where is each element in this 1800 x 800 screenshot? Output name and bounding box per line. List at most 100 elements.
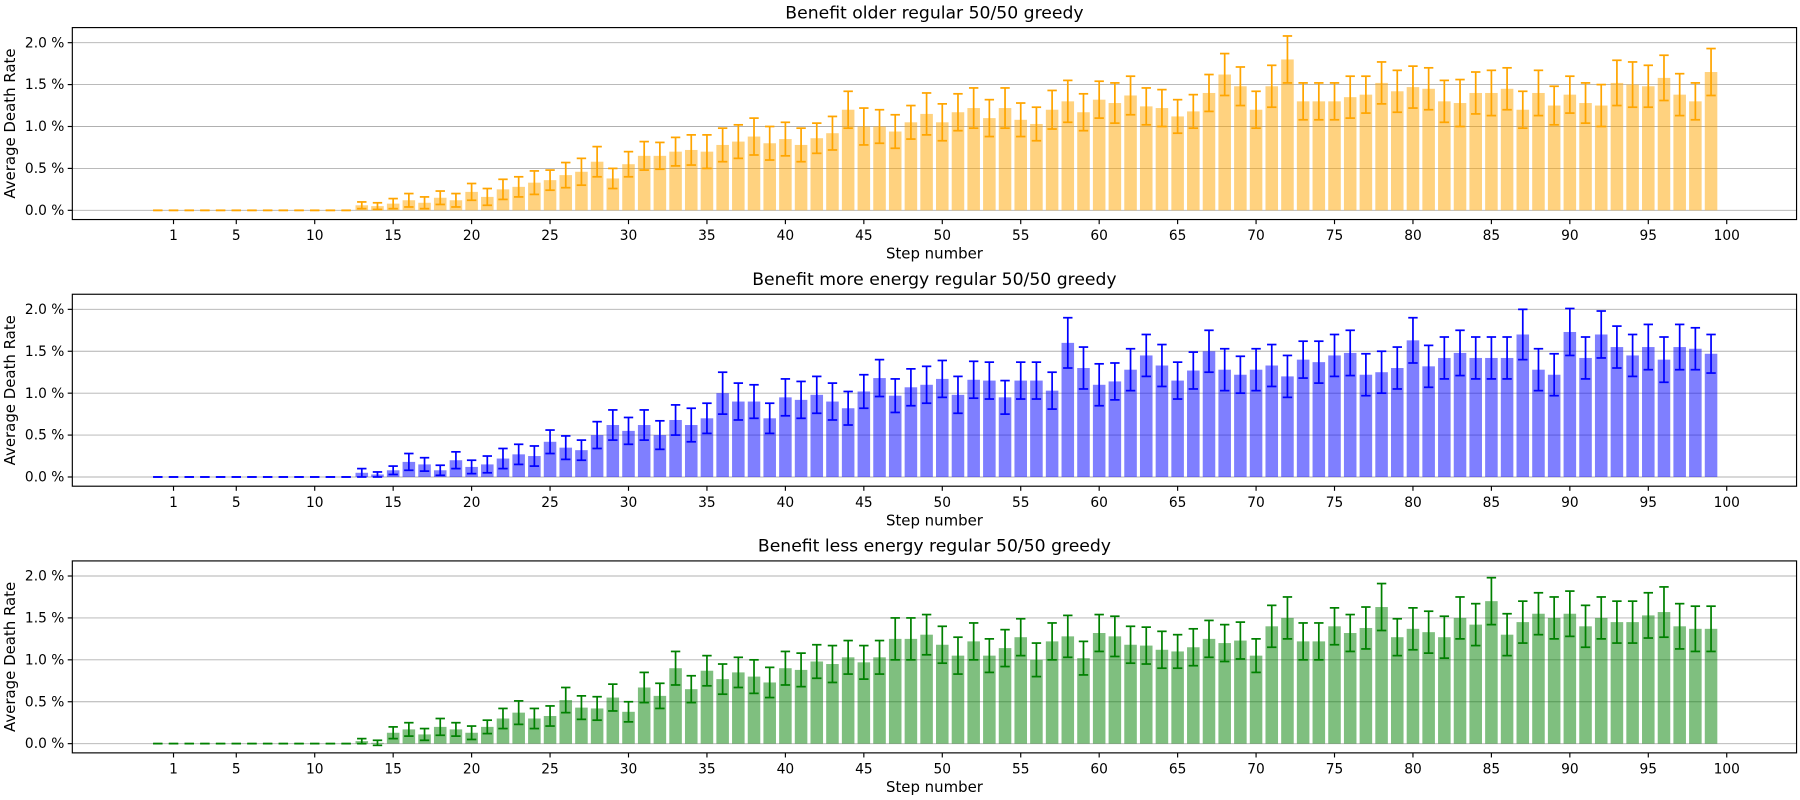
bar — [559, 447, 573, 477]
bar — [983, 118, 996, 211]
bar — [936, 644, 949, 744]
bar — [1689, 101, 1702, 211]
x-axis-label: Step number — [886, 778, 984, 796]
bar — [779, 139, 792, 211]
x-tick-label: 100 — [1714, 495, 1740, 511]
bar — [1657, 77, 1671, 211]
bar — [1547, 374, 1561, 477]
bar — [1092, 99, 1106, 211]
bar — [1657, 359, 1671, 477]
x-tick-label: 55 — [1012, 495, 1030, 511]
bar — [732, 672, 745, 744]
bar — [1139, 355, 1153, 477]
bar — [1014, 119, 1028, 211]
bar — [967, 641, 980, 744]
x-tick-label: 80 — [1404, 228, 1422, 244]
x-tick-label: 40 — [777, 495, 795, 511]
bar — [779, 668, 792, 744]
x-tick-label: 55 — [1012, 228, 1030, 244]
bar — [888, 131, 902, 211]
bar — [590, 435, 604, 477]
bar — [904, 122, 918, 211]
bar — [967, 108, 980, 211]
x-tick-label: 10 — [306, 762, 324, 778]
y-tick-label: 1.5 % — [25, 344, 64, 360]
bar — [1704, 628, 1718, 744]
x-tick-label: 1 — [169, 495, 178, 511]
bar — [1281, 59, 1294, 211]
bar — [1328, 355, 1341, 477]
bar — [1077, 658, 1090, 744]
bar — [951, 112, 965, 211]
bar — [779, 397, 792, 477]
x-tick-label: 85 — [1483, 762, 1501, 778]
bar — [1500, 88, 1514, 211]
bar — [1124, 369, 1137, 477]
bar — [575, 171, 588, 211]
bar — [1092, 633, 1106, 744]
bar — [810, 661, 824, 744]
x-tick-label: 25 — [541, 762, 559, 778]
bar — [983, 655, 996, 744]
bar — [1626, 355, 1639, 477]
x-tick-label: 30 — [620, 495, 638, 511]
bar — [1516, 622, 1530, 744]
bar — [1312, 362, 1326, 477]
x-tick-label: 90 — [1561, 762, 1579, 778]
bar — [888, 638, 902, 744]
bar — [1390, 637, 1404, 744]
x-tick-label: 90 — [1561, 228, 1579, 244]
bar — [1704, 353, 1718, 477]
bar — [1077, 112, 1090, 211]
bar — [936, 122, 949, 211]
bar — [700, 151, 714, 211]
bar — [1249, 655, 1263, 744]
bar — [543, 441, 557, 477]
y-tick-label: 0.0 % — [25, 470, 64, 486]
bar — [1453, 617, 1467, 744]
x-tick-label: 50 — [934, 228, 952, 244]
bar — [1500, 634, 1514, 744]
bar — [1532, 613, 1545, 744]
bar — [1359, 374, 1373, 477]
bar — [1406, 87, 1420, 211]
x-tick-label: 5 — [232, 228, 241, 244]
bar — [810, 138, 824, 211]
axes-frame — [71, 560, 1798, 754]
x-axis-label: Step number — [886, 511, 984, 529]
x-tick-label: 5 — [232, 495, 241, 511]
bar — [590, 708, 604, 744]
bar — [1469, 92, 1482, 211]
bar — [653, 435, 667, 477]
bar — [1155, 365, 1169, 477]
x-tick-label: 20 — [463, 228, 481, 244]
bar — [622, 711, 635, 744]
y-tick-label: 0.5 % — [25, 694, 64, 710]
bar — [1281, 376, 1294, 477]
bar — [1642, 347, 1655, 477]
x-tick-label: 65 — [1169, 228, 1187, 244]
bar — [1249, 109, 1263, 211]
bar — [590, 161, 604, 211]
bar — [1061, 636, 1075, 744]
bar — [559, 700, 573, 744]
bar — [1296, 641, 1310, 744]
bar — [1265, 626, 1279, 744]
bar — [528, 182, 541, 211]
x-tick-label: 75 — [1326, 762, 1344, 778]
x-tick-label: 60 — [1090, 762, 1108, 778]
bar — [1234, 374, 1247, 477]
bar — [1579, 103, 1592, 211]
bar — [1422, 632, 1435, 744]
bar — [1265, 86, 1279, 211]
bar — [1642, 86, 1655, 211]
x-tick-label: 25 — [541, 228, 559, 244]
y-tick-label: 1.0 % — [25, 652, 64, 668]
bar — [1485, 357, 1498, 477]
y-tick-label: 2.0 % — [25, 35, 64, 51]
bar — [684, 425, 698, 477]
bar — [1610, 622, 1624, 744]
bar — [1626, 622, 1639, 744]
bar — [920, 384, 933, 477]
